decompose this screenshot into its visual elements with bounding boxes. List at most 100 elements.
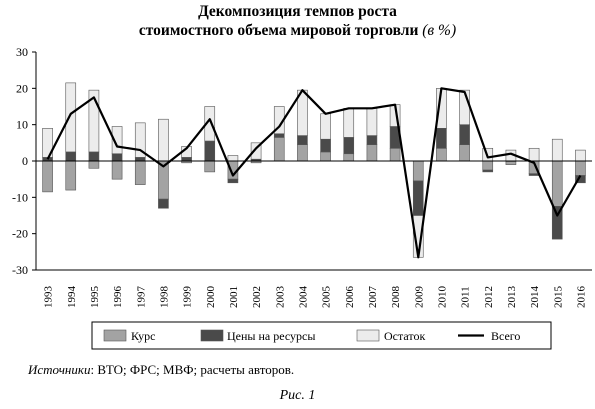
x-tick-label: 2005 — [321, 286, 333, 309]
bar-kurs — [459, 144, 470, 162]
bar-kurs — [436, 147, 447, 162]
bar-prices — [366, 135, 378, 145]
bar-prices — [88, 151, 100, 162]
x-tick-label: 2009 — [413, 286, 425, 309]
x-tick-label: 2008 — [390, 286, 402, 309]
x-tick-label: 2011 — [460, 286, 472, 308]
bar-ostatok — [111, 126, 123, 155]
x-tick-label: 2002 — [251, 286, 263, 308]
source-note: Источники: ВТО; ФРС; МВФ; расчеты авторо… — [28, 362, 294, 378]
bar-ostatok — [134, 122, 146, 158]
x-tick-label: 2014 — [529, 286, 541, 309]
bar-kurs — [343, 153, 355, 162]
chart-title-unit: (в %) — [422, 22, 457, 39]
bar-ostatok — [366, 108, 378, 136]
legend-swatch-kurs — [103, 329, 127, 342]
x-tick-label: 1999 — [182, 286, 194, 309]
bar-kurs — [482, 160, 494, 171]
bar-ostatok — [65, 82, 77, 153]
chart-title-line2-main: стоимостного объема мировой торговли — [138, 22, 419, 39]
bar-kurs — [88, 160, 100, 169]
legend-label-kurs: Курс — [131, 329, 155, 343]
bar-ostatok — [204, 106, 216, 142]
bar-prices — [273, 133, 285, 138]
x-tick-label: 2001 — [228, 286, 240, 308]
y-tick-label: 20 — [16, 81, 28, 95]
y-tick-label: 10 — [16, 118, 28, 132]
x-tick-label: 2016 — [575, 286, 587, 309]
chart-title-line1: Декомпозиция темпов роста — [198, 3, 397, 20]
bar-prices — [459, 124, 470, 145]
x-tick-label: 1997 — [135, 286, 147, 309]
bar-kurs — [204, 160, 216, 173]
bar-prices — [227, 178, 239, 184]
bar-ostatok — [459, 89, 470, 125]
bar-kurs — [389, 147, 401, 162]
bar-ostatok — [250, 142, 262, 160]
bar-kurs — [273, 137, 285, 162]
bar-kurs — [42, 160, 53, 193]
bar-ostatok — [88, 89, 100, 153]
bar-prices — [528, 173, 540, 176]
x-tick-label: 1994 — [66, 286, 78, 309]
bar-prices — [65, 151, 77, 162]
bar-prices — [551, 206, 563, 240]
bar-prices — [204, 140, 216, 162]
bar-ostatok — [575, 149, 586, 162]
legend-swatch-ostatok — [356, 329, 380, 342]
x-tick-label: 2003 — [274, 286, 286, 309]
x-tick-label: 1993 — [43, 286, 55, 309]
bar-prices — [158, 198, 169, 209]
bar-prices — [412, 180, 424, 216]
figure-caption: Рис. 1 — [279, 388, 316, 403]
bar-prices — [343, 137, 355, 155]
bar-prices — [181, 157, 192, 162]
chart-title-line2: стоимостного объема мировой торговли (в … — [0, 21, 595, 40]
bar-prices — [297, 135, 308, 145]
bar-prices — [111, 153, 123, 162]
bar-kurs — [320, 151, 331, 162]
x-tick-label: 1995 — [89, 286, 101, 309]
bar-ostatok — [158, 118, 169, 162]
y-tick-label: -30 — [12, 263, 28, 277]
legend-swatch-prices — [200, 329, 224, 342]
bar-kurs — [65, 160, 77, 191]
legend-label-prices: Цены на ресурсы — [227, 329, 315, 343]
chart-title: Декомпозиция темпов роста стоимостного о… — [0, 2, 595, 40]
x-tick-label: 2015 — [552, 286, 564, 309]
bar-prices — [134, 157, 146, 162]
x-tick-label: 1998 — [158, 286, 170, 309]
bar-kurs — [111, 160, 123, 180]
series-line-total — [46, 87, 582, 259]
bar-prices — [436, 128, 447, 149]
legend-label-total: Всего — [491, 329, 520, 343]
y-tick-label: -20 — [12, 227, 28, 241]
source-text: : ВТО; ФРС; МВФ; расчеты авторов. — [90, 362, 295, 377]
bar-kurs — [297, 144, 308, 162]
legend-label-ostatok: Остаток — [384, 329, 425, 343]
x-tick-label: 2004 — [297, 286, 309, 309]
bar-ostatok — [343, 108, 355, 138]
bar-kurs — [551, 160, 563, 207]
bar-ostatok — [528, 147, 540, 162]
bar-prices — [320, 138, 331, 153]
y-tick-label: -10 — [12, 190, 28, 204]
source-label: Источники — [28, 362, 91, 377]
bar-kurs — [134, 160, 146, 185]
x-tick-label: 2010 — [436, 286, 448, 309]
x-tick-label: 2013 — [506, 286, 518, 309]
bar-ostatok — [320, 113, 331, 140]
y-tick-label: 30 — [16, 45, 28, 59]
x-tick-label: 2007 — [367, 286, 379, 309]
y-tick-label: 0 — [22, 154, 28, 168]
x-tick-label: 1996 — [112, 286, 124, 309]
bar-ostatok — [551, 138, 563, 162]
x-tick-label: 2012 — [483, 286, 495, 308]
bar-kurs — [575, 160, 586, 176]
x-tick-label: 2000 — [205, 286, 217, 309]
x-tick-label: 2006 — [344, 286, 356, 309]
bar-ostatok — [227, 155, 239, 162]
bar-kurs — [366, 144, 378, 162]
bar-prices — [482, 169, 494, 173]
